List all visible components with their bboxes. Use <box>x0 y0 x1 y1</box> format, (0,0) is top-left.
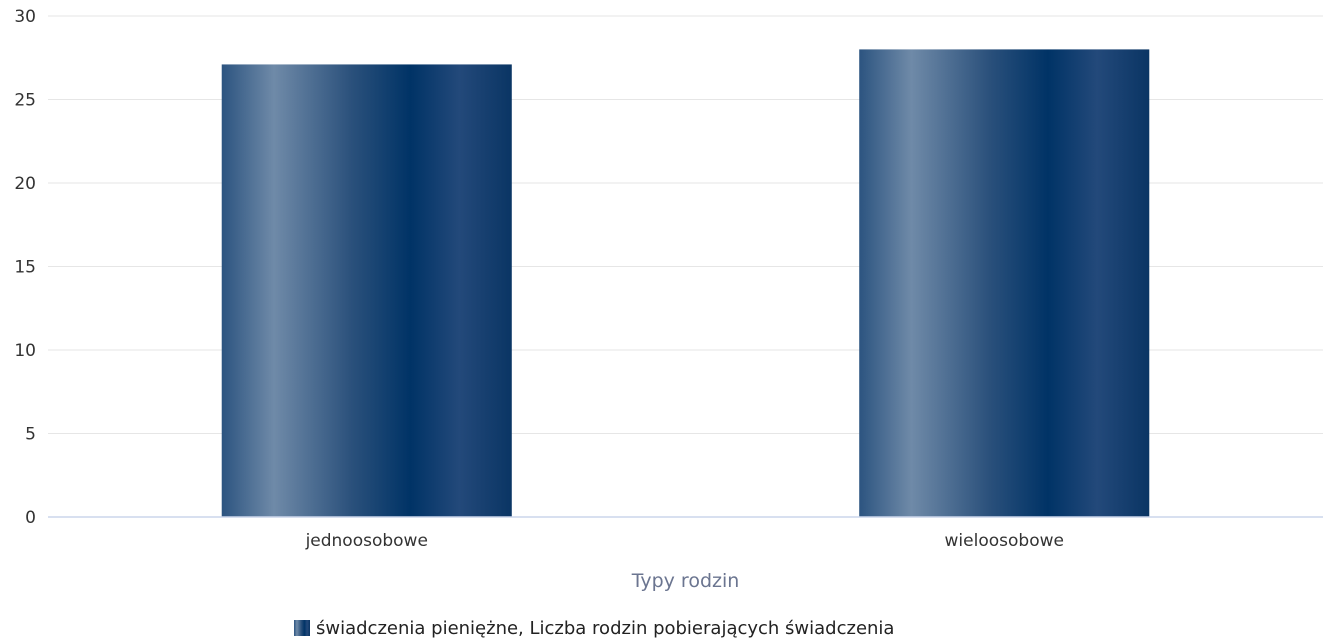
legend-label[interactable]: świadczenia pieniężne, Liczba rodzin pob… <box>316 618 894 639</box>
y-tick-label: 30 <box>14 7 36 27</box>
legend[interactable]: świadczenia pieniężne, Liczba rodzin pob… <box>294 618 894 639</box>
bar-jednoosobowe[interactable] <box>221 64 512 518</box>
x-axis-title: Typy rodzin <box>631 570 740 592</box>
y-tick-label: 15 <box>14 258 36 278</box>
bar-wieloosobowe[interactable] <box>859 49 1150 518</box>
x-tick-label: jednoosobowe <box>305 531 428 551</box>
y-tick-label: 0 <box>25 508 36 528</box>
y-tick-label: 20 <box>14 174 36 194</box>
x-tick-label: wieloosobowe <box>945 531 1064 551</box>
legend-swatch[interactable] <box>294 620 310 636</box>
y-tick-label: 25 <box>14 91 36 111</box>
y-tick-label: 10 <box>14 341 36 361</box>
y-axis-ticks: 0 5 10 15 20 25 30 <box>14 7 36 528</box>
y-tick-label: 5 <box>25 425 36 445</box>
bars <box>221 49 1150 518</box>
x-axis-ticks: jednoosobowe wieloosobowe <box>305 531 1064 551</box>
